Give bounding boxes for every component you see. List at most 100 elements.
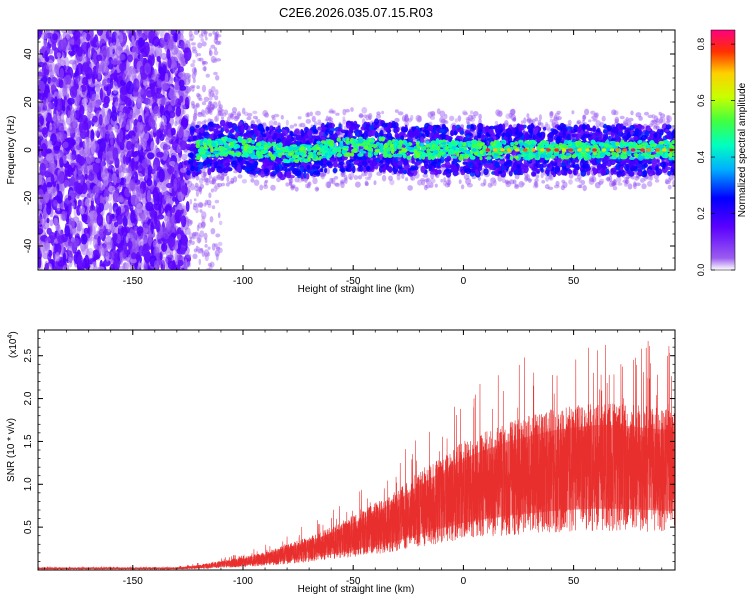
heatmap-cell	[617, 182, 623, 186]
heatmap-cell	[153, 211, 158, 226]
heatmap-cell	[45, 122, 50, 128]
heatmap-cell	[186, 253, 192, 258]
heatmap-cell	[123, 242, 128, 255]
heatmap-cell	[94, 184, 99, 194]
heatmap-cell	[39, 115, 44, 124]
heatmap-cell	[443, 120, 449, 124]
heatmap-cell	[67, 195, 72, 201]
heatmap-cell	[664, 178, 669, 185]
heatmap-cell	[201, 84, 207, 93]
heatmap-cell	[43, 182, 47, 191]
heatmap-cell	[109, 42, 114, 55]
heatmap-cell	[219, 220, 223, 226]
heatmap-cell	[53, 145, 60, 151]
heatmap-cell	[150, 141, 156, 152]
heatmap-cell	[152, 187, 159, 201]
heatmap-cell	[416, 116, 421, 123]
heatmap-cell	[96, 85, 101, 97]
heatmap-cell	[90, 98, 97, 108]
heatmap-cell	[57, 40, 63, 52]
heatmap-cell	[215, 75, 220, 81]
heatmap-cell	[87, 173, 95, 181]
heatmap-cell	[177, 203, 185, 210]
heatmap-cell	[190, 63, 195, 68]
heatmap-cell	[92, 162, 100, 174]
heatmap-cell	[191, 103, 196, 109]
heatmap-cell	[483, 178, 487, 186]
heatmap-cell	[545, 175, 549, 182]
heatmap-cell	[134, 171, 138, 184]
heatmap-cell	[526, 117, 533, 124]
heatmap-cell	[520, 182, 526, 186]
heatmap-cell	[103, 176, 109, 187]
heatmap-cell	[201, 101, 207, 106]
heatmap-cell	[45, 30, 51, 40]
heatmap-cell	[134, 161, 139, 171]
heatmap-cell	[96, 62, 102, 76]
heatmap-cell	[263, 180, 268, 187]
heatmap-cell	[144, 166, 148, 181]
heatmap-cell	[73, 30, 79, 41]
heatmap-cell	[166, 182, 173, 189]
heatmap-cell	[460, 184, 465, 190]
heatmap-cell	[53, 217, 58, 226]
heatmap-cell	[195, 124, 200, 129]
heatmap-cell	[335, 112, 340, 116]
heatmap-cell	[155, 45, 161, 57]
heatmap-cell	[189, 198, 193, 205]
heatmap-cell	[644, 111, 649, 116]
heatmap-cell	[126, 166, 133, 173]
heatmap-cell	[582, 185, 587, 192]
heatmap-cell	[91, 154, 95, 163]
heatmap-cell	[45, 64, 51, 70]
heatmap-cell	[168, 76, 174, 85]
heatmap-cell	[638, 116, 643, 121]
heatmap-cell	[147, 53, 155, 67]
heatmap-cell	[273, 120, 278, 126]
heatmap-cell	[95, 40, 103, 47]
heatmap-cell	[80, 233, 88, 245]
heatmap-cell	[162, 83, 166, 95]
heatmap-cell	[75, 154, 82, 163]
heatmap-cell	[65, 264, 70, 270]
heatmap-cell	[142, 244, 149, 252]
heatmap-cell	[46, 202, 52, 215]
heatmap-cell	[439, 110, 446, 118]
heatmap-cell	[549, 118, 554, 123]
heatmap-cell	[111, 110, 118, 122]
heatmap-cell	[81, 98, 89, 104]
heatmap-cell	[315, 110, 321, 116]
heatmap-cell	[96, 54, 103, 62]
heatmap-cell	[180, 215, 187, 228]
heatmap-cell	[115, 176, 122, 184]
heatmap-cell	[209, 216, 214, 223]
heatmap-cell	[201, 250, 205, 257]
heatmap-cell	[136, 121, 141, 135]
heatmap-cell	[174, 32, 178, 43]
heatmap-cell	[121, 226, 128, 237]
heatmap-cell	[562, 181, 568, 189]
heatmap-cell	[591, 176, 597, 183]
heatmap-cell	[106, 154, 112, 160]
heatmap-cell	[667, 184, 672, 190]
heatmap-cell	[125, 134, 131, 140]
heatmap-cell	[306, 112, 311, 118]
heatmap-cell	[167, 210, 171, 221]
heatmap-cell	[67, 164, 73, 178]
heatmap-cell	[45, 237, 51, 243]
heatmap-cell	[457, 115, 462, 122]
heatmap-cell	[159, 226, 164, 232]
heatmap-cell	[440, 178, 444, 183]
heatmap-cell	[170, 127, 176, 135]
heatmap-cell	[174, 120, 178, 127]
heatmap-cell	[211, 243, 216, 251]
heatmap-cell	[179, 247, 186, 255]
heatmap-cell	[152, 68, 158, 83]
heatmap-cell	[59, 157, 64, 168]
heatmap-cell	[139, 262, 144, 269]
heatmap-cell	[576, 184, 582, 189]
heatmap-cell	[625, 176, 630, 180]
heatmap-cell	[196, 53, 201, 57]
heatmap-cell	[146, 189, 151, 203]
heatmap-cell	[44, 191, 50, 204]
